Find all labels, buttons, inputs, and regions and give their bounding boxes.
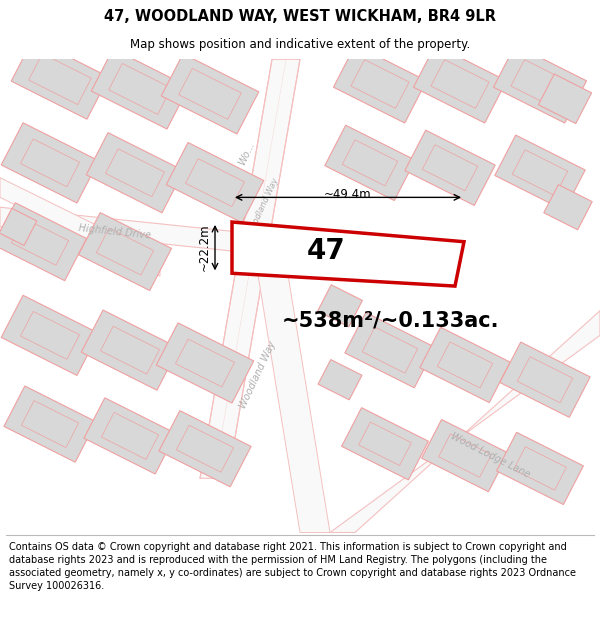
Polygon shape <box>109 64 172 114</box>
Text: Woodland Way: Woodland Way <box>246 177 280 238</box>
Polygon shape <box>97 228 154 275</box>
Polygon shape <box>512 150 568 196</box>
Polygon shape <box>495 135 585 211</box>
Polygon shape <box>200 59 300 478</box>
Polygon shape <box>11 39 109 119</box>
Polygon shape <box>22 401 79 448</box>
Polygon shape <box>431 59 489 108</box>
Polygon shape <box>330 311 600 532</box>
Polygon shape <box>84 398 176 474</box>
Polygon shape <box>106 149 164 197</box>
Polygon shape <box>4 386 96 462</box>
Text: Contains OS data © Crown copyright and database right 2021. This information is : Contains OS data © Crown copyright and d… <box>9 542 576 591</box>
Polygon shape <box>20 139 80 187</box>
Polygon shape <box>185 159 245 206</box>
Polygon shape <box>166 142 264 222</box>
Polygon shape <box>334 45 427 123</box>
Polygon shape <box>255 256 330 532</box>
Polygon shape <box>413 45 506 123</box>
Polygon shape <box>100 326 160 374</box>
Text: Wood Lodge Lane: Wood Lodge Lane <box>449 431 531 480</box>
Polygon shape <box>345 312 435 388</box>
Polygon shape <box>497 432 583 504</box>
Polygon shape <box>232 222 464 286</box>
Polygon shape <box>317 285 362 327</box>
Polygon shape <box>79 213 172 291</box>
Polygon shape <box>359 422 412 466</box>
Text: ~538m²/~0.133ac.: ~538m²/~0.133ac. <box>281 311 499 331</box>
Polygon shape <box>81 310 179 390</box>
Polygon shape <box>514 447 566 490</box>
Polygon shape <box>0 177 160 276</box>
Polygon shape <box>544 184 592 230</box>
Polygon shape <box>1 295 99 376</box>
Polygon shape <box>161 54 259 134</box>
Polygon shape <box>91 49 189 129</box>
Polygon shape <box>517 357 573 402</box>
Polygon shape <box>29 54 91 104</box>
Text: Woodland Way: Woodland Way <box>238 339 278 410</box>
Polygon shape <box>439 434 491 478</box>
Text: ~49.4m: ~49.4m <box>324 188 372 201</box>
Polygon shape <box>0 208 285 256</box>
Polygon shape <box>362 327 418 373</box>
Polygon shape <box>176 425 233 472</box>
Polygon shape <box>0 202 86 281</box>
Polygon shape <box>405 130 495 206</box>
Polygon shape <box>422 145 478 191</box>
Polygon shape <box>437 342 493 388</box>
Polygon shape <box>493 45 587 123</box>
Polygon shape <box>420 328 510 402</box>
Polygon shape <box>511 59 569 108</box>
Polygon shape <box>422 419 508 492</box>
Text: 47, WOODLAND WAY, WEST WICKHAM, BR4 9LR: 47, WOODLAND WAY, WEST WICKHAM, BR4 9LR <box>104 9 496 24</box>
Polygon shape <box>500 342 590 418</box>
Polygon shape <box>101 412 158 459</box>
Text: Map shows position and indicative extent of the property.: Map shows position and indicative extent… <box>130 38 470 51</box>
Polygon shape <box>325 125 415 201</box>
Polygon shape <box>0 208 37 246</box>
Text: 47: 47 <box>307 237 345 265</box>
Polygon shape <box>351 59 409 108</box>
Polygon shape <box>86 132 184 213</box>
Polygon shape <box>175 339 235 387</box>
Polygon shape <box>342 140 398 186</box>
Polygon shape <box>1 122 99 203</box>
Polygon shape <box>318 359 362 400</box>
Polygon shape <box>538 74 592 124</box>
Text: Highfield Drive: Highfield Drive <box>79 223 152 241</box>
Polygon shape <box>156 323 254 403</box>
Polygon shape <box>179 68 241 119</box>
Polygon shape <box>341 408 428 480</box>
Polygon shape <box>159 411 251 487</box>
Polygon shape <box>20 311 80 359</box>
Text: Wo...: Wo... <box>237 139 257 166</box>
Text: ~22.2m: ~22.2m <box>198 224 211 271</box>
Polygon shape <box>11 218 68 265</box>
